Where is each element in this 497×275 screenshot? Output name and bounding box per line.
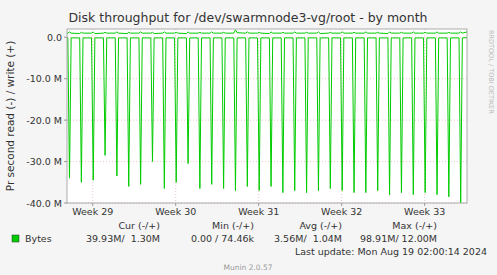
y-grid-line — [67, 161, 467, 162]
y-tick-label: -20.0 M — [26, 115, 62, 126]
y-tick — [64, 120, 67, 121]
stats-header: Max (-/+) — [392, 220, 437, 231]
background — [0, 0, 497, 275]
y-tick-label: -10.0 M — [26, 73, 62, 84]
y-tick — [64, 37, 67, 38]
stats-value: 98.91M/ 12.00M — [360, 233, 437, 244]
watermark: RRDTOOL / TOBI OETIKER — [487, 30, 495, 114]
y-tick — [64, 203, 67, 204]
y-grid-line — [67, 78, 467, 79]
stats-header: Cur (-/+) — [118, 220, 160, 231]
stats-value: 39.93M/ 1.30M — [86, 233, 160, 244]
y-tick-label: 0.0 — [47, 32, 62, 43]
chart: Disk throughput for /dev/swarmnode3-vg/r… — [0, 0, 497, 275]
legend-label: Bytes — [25, 233, 52, 244]
x-tick-label: Week 32 — [321, 206, 362, 217]
legend-swatch — [12, 235, 19, 242]
footer: Munin 2.0.57 — [223, 263, 272, 272]
y-tick-label: -30.0 M — [26, 156, 62, 167]
plot-frame — [67, 29, 467, 203]
plot-area — [67, 29, 467, 203]
series-line — [67, 30, 467, 34]
y-axis-label: Pr second read (-) / write (+) — [4, 41, 16, 192]
x-tick-label: Week 30 — [155, 206, 196, 217]
data-group — [67, 30, 467, 203]
stats-value: 3.56M/ 1.04M — [274, 233, 342, 244]
y-tick — [64, 161, 67, 162]
stats-header: Min (-/+) — [212, 220, 254, 231]
y-grid-line — [67, 120, 467, 121]
stats-value: 0.00 / 74.46k — [191, 233, 255, 244]
stats-header: Avg (-/+) — [299, 220, 342, 231]
x-tick-label: Week 29 — [72, 206, 113, 217]
y-tick-label: -40.0 M — [26, 198, 62, 209]
y-tick — [64, 78, 67, 79]
x-tick-label: Week 31 — [238, 206, 279, 217]
title: Disk throughput for /dev/swarmnode3-vg/r… — [68, 10, 427, 25]
series-line — [67, 38, 467, 203]
x-tick-label: Week 33 — [404, 206, 445, 217]
last-update: Last update: Mon Aug 19 02:00:14 2024 — [295, 246, 487, 257]
